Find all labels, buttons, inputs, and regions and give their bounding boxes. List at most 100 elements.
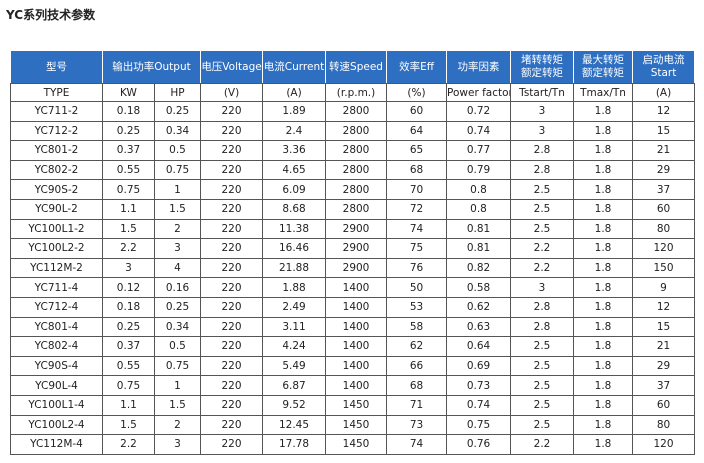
data-cell: 9.52 bbox=[262, 394, 327, 416]
header-text: 额定转矩 bbox=[582, 67, 625, 79]
data-cell: 220 bbox=[200, 101, 264, 122]
data-cell: 1.8 bbox=[573, 257, 634, 279]
data-cell: 3 bbox=[153, 238, 202, 259]
data-cell: 0.25 bbox=[153, 296, 202, 318]
data-cell: 1.8 bbox=[573, 375, 634, 396]
data-cell: 0.37 bbox=[102, 336, 155, 357]
data-cell: 1.1 bbox=[102, 394, 155, 416]
data-cell: 37 bbox=[632, 375, 696, 396]
data-cell: 0.8 bbox=[446, 198, 512, 220]
data-cell: 75 bbox=[386, 238, 448, 259]
data-row: YC801-2 0.37 0.5 220 3.36 2800 65 0.77 2.8 1.8 21 bbox=[10, 140, 696, 161]
data-cell: 0.63 bbox=[446, 316, 512, 338]
data-cell: 220 bbox=[200, 257, 264, 279]
data-cell: 0.37 bbox=[102, 140, 155, 161]
data-cell: 0.75 bbox=[153, 159, 202, 181]
data-cell: 3 bbox=[510, 120, 575, 142]
data-row: YC90S-4 0.55 0.75 220 5.49 1400 66 0.69 2.5 1.8 29 bbox=[10, 355, 696, 377]
data-cell: 1.5 bbox=[102, 414, 155, 436]
data-cell: YC90L-4 bbox=[10, 375, 103, 396]
data-cell: 2.5 bbox=[510, 414, 575, 436]
data-cell: 1450 bbox=[325, 434, 388, 455]
data-cell: 2800 bbox=[325, 198, 388, 220]
data-cell: YC90S-2 bbox=[10, 179, 103, 200]
data-cell: 2.2 bbox=[102, 238, 155, 259]
data-cell: 0.75 bbox=[102, 375, 155, 396]
data-cell: 1.8 bbox=[573, 277, 634, 298]
data-cell: 220 bbox=[200, 336, 264, 357]
data-cell: 68 bbox=[386, 375, 448, 396]
data-cell: 1.5 bbox=[153, 394, 202, 416]
data-cell: 1.8 bbox=[573, 101, 634, 122]
data-cell: 70 bbox=[386, 179, 448, 200]
header-text: 输出功率Output bbox=[112, 60, 191, 73]
data-cell: 220 bbox=[200, 120, 264, 142]
unit-cell: TYPE bbox=[10, 83, 103, 102]
data-cell: 2800 bbox=[325, 179, 388, 200]
data-cell: 15 bbox=[632, 120, 696, 142]
data-cell: 220 bbox=[200, 434, 264, 455]
data-cell: 16.46 bbox=[262, 238, 327, 259]
data-cell: 1400 bbox=[325, 296, 388, 318]
unit-cell: (%) bbox=[386, 83, 448, 102]
data-cell: 1.5 bbox=[153, 198, 202, 220]
data-cell: 1.8 bbox=[573, 218, 634, 240]
data-cell: 0.72 bbox=[446, 101, 512, 122]
units-row: TYPE KW HP (V) (A) (r.p.m.) (%) Power factor Tst… bbox=[10, 83, 696, 102]
data-row: YC801-4 0.25 0.34 220 3.11 1400 58 0.63 2.8 1.8 15 bbox=[10, 316, 696, 338]
data-row: YC90L-4 0.75 1 220 6.87 1400 68 0.73 2.5 1.8 37 bbox=[10, 375, 696, 396]
header-text: 堵转转矩 bbox=[521, 54, 564, 66]
data-cell: 220 bbox=[200, 140, 264, 161]
data-cell: 29 bbox=[632, 355, 696, 377]
data-cell: 1400 bbox=[325, 355, 388, 377]
header-cell: 效率Eff bbox=[386, 50, 448, 84]
data-row: YC802-2 0.55 0.75 220 4.65 2800 68 0.79 2.8 1.8 29 bbox=[10, 159, 696, 181]
data-cell: 1.8 bbox=[573, 179, 634, 200]
data-cell: YC801-2 bbox=[10, 140, 103, 161]
data-cell: 1.8 bbox=[573, 238, 634, 259]
data-row: YC100L2-4 1.5 2 220 12.45 1450 73 0.75 2.5 1.8 80 bbox=[10, 414, 696, 436]
data-cell: 71 bbox=[386, 394, 448, 416]
data-cell: 1450 bbox=[325, 394, 388, 416]
unit-cell: (r.p.m.) bbox=[325, 83, 388, 102]
data-cell: 4.24 bbox=[262, 336, 327, 357]
data-cell: 120 bbox=[632, 434, 696, 455]
data-cell: 1 bbox=[153, 179, 202, 200]
data-cell: 0.75 bbox=[153, 355, 202, 377]
table-head: 型号 输出功率Output 电压Voltage 电流Current 转速Speed 效率E… bbox=[10, 50, 696, 102]
data-cell: 1.8 bbox=[573, 140, 634, 161]
header-cell: 启动电流 Start bbox=[632, 50, 696, 84]
data-cell: 1.1 bbox=[102, 198, 155, 220]
data-cell: 1400 bbox=[325, 336, 388, 357]
data-cell: 2.49 bbox=[262, 296, 327, 318]
data-cell: YC711-2 bbox=[10, 101, 103, 122]
unit-cell: (V) bbox=[200, 83, 264, 102]
spec-table: 型号 输出功率Output 电压Voltage 电流Current 转速Speed 效率E… bbox=[10, 50, 696, 455]
data-cell: YC712-2 bbox=[10, 120, 103, 142]
data-cell: 2900 bbox=[325, 257, 388, 279]
data-cell: 0.55 bbox=[102, 159, 155, 181]
unit-cell: (A) bbox=[632, 83, 696, 102]
data-cell: 9 bbox=[632, 277, 696, 298]
data-cell: 0.5 bbox=[153, 336, 202, 357]
unit-cell: HP bbox=[153, 83, 202, 102]
data-cell: 220 bbox=[200, 198, 264, 220]
data-cell: 80 bbox=[632, 218, 696, 240]
data-cell: YC112M-4 bbox=[10, 434, 103, 455]
header-cell: 功率因素 bbox=[446, 50, 512, 84]
data-cell: 80 bbox=[632, 414, 696, 436]
unit-cell: (A) bbox=[262, 83, 327, 102]
data-cell: 0.18 bbox=[102, 296, 155, 318]
data-cell: 2.5 bbox=[510, 375, 575, 396]
data-cell: 2900 bbox=[325, 218, 388, 240]
data-cell: 2.8 bbox=[510, 159, 575, 181]
data-cell: 220 bbox=[200, 316, 264, 338]
data-cell: 2.2 bbox=[510, 434, 575, 455]
data-cell: 1.89 bbox=[262, 101, 327, 122]
header-cell: 电流Current bbox=[262, 50, 327, 84]
data-cell: 2.2 bbox=[510, 238, 575, 259]
data-cell: 0.75 bbox=[102, 179, 155, 200]
data-cell: 2.8 bbox=[510, 140, 575, 161]
data-cell: 0.62 bbox=[446, 296, 512, 318]
data-cell: 1400 bbox=[325, 316, 388, 338]
